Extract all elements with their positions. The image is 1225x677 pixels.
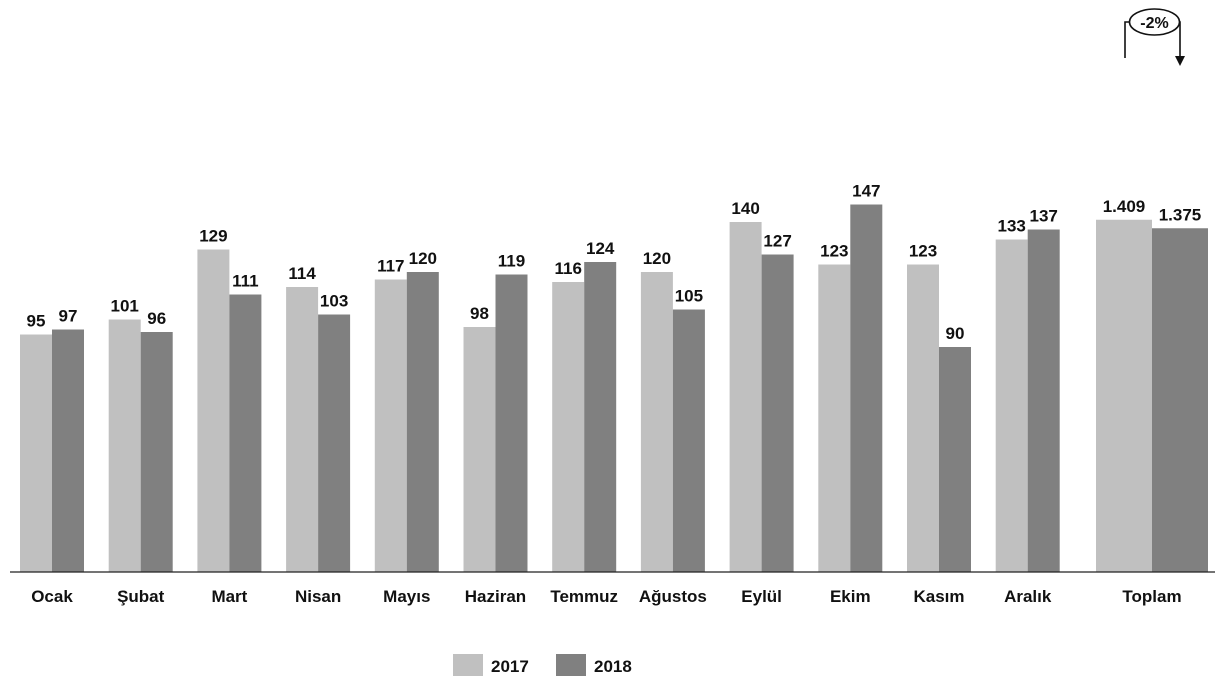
bar-2017-Mayıs	[374, 279, 407, 572]
bar-total-2018	[1152, 228, 1208, 572]
bar-2018-Nisan	[318, 314, 351, 572]
category-label-Haziran: Haziran	[465, 587, 526, 606]
data-label-2017-Kasım: 123	[909, 242, 937, 261]
legend-label-2018: 2018	[594, 657, 632, 676]
category-label-Ocak: Ocak	[31, 587, 73, 606]
category-label-Ekim: Ekim	[830, 587, 871, 606]
bar-2018-Haziran	[495, 274, 528, 572]
category-label-Eylül: Eylül	[741, 587, 782, 606]
bar-2017-Aralık	[995, 239, 1028, 572]
category-label-Kasım: Kasım	[913, 587, 964, 606]
change-label: -2%	[1140, 15, 1168, 32]
bar-2018-Aralık	[1027, 229, 1060, 572]
bar-2018-Mayıs	[406, 272, 439, 572]
bar-2017-Ocak	[20, 334, 52, 572]
data-label-2018-Mayıs: 120	[409, 249, 437, 268]
legend-label-2017: 2017	[491, 657, 529, 676]
bar-2018-Ağustos	[672, 309, 705, 572]
bar-2017-Eylül	[729, 222, 762, 572]
bar-2017-Temmuz	[552, 282, 585, 572]
data-label-2017-Mayıs: 117	[377, 257, 404, 276]
bar-2018-Eylül	[761, 254, 794, 572]
data-label-2017-Nisan: 114	[288, 264, 316, 283]
bar-2017-Mart	[197, 249, 230, 572]
legend-swatch-2017	[453, 654, 483, 676]
bar-2017-Ekim	[818, 264, 851, 572]
data-label-2018-Temmuz: 124	[586, 239, 615, 258]
bar-2017-Haziran	[463, 327, 496, 572]
bar-2018-Temmuz	[584, 262, 617, 572]
data-label-2018-Ekim: 147	[852, 182, 880, 201]
bar-2018-Ekim	[850, 204, 883, 572]
data-label-2017-Eylül: 140	[731, 199, 759, 218]
data-label-2018-Ağustos: 105	[675, 287, 703, 306]
change-annotation: -2%	[1124, 8, 1185, 66]
data-label-2017-Şubat: 101	[111, 297, 139, 316]
total-group	[1096, 219, 1208, 572]
category-label-total: Toplam	[1122, 587, 1181, 606]
bar-2017-Şubat	[108, 319, 141, 572]
bar-2018-Şubat	[140, 332, 173, 572]
data-label-2017-Temmuz: 116	[554, 259, 581, 278]
change-badge	[1128, 8, 1181, 36]
data-label-2017-Haziran: 98	[470, 304, 489, 323]
data-label-total-2017: 1.409	[1103, 197, 1146, 216]
bar-2017-Nisan	[286, 287, 319, 572]
change-arrow-icon	[1175, 56, 1185, 66]
data-label-2017-Mart: 129	[199, 227, 227, 246]
bar-2018-Mart	[229, 294, 262, 572]
legend: 2017 2018	[453, 654, 632, 676]
category-label-Mayıs: Mayıs	[383, 587, 430, 606]
data-label-2017-Ağustos: 120	[643, 249, 671, 268]
category-label-Nisan: Nisan	[295, 587, 341, 606]
bar-2017-Kasım	[907, 264, 939, 572]
data-label-total-2018: 1.375	[1159, 205, 1202, 224]
category-label-Şubat: Şubat	[117, 587, 165, 606]
bar-2017-Ağustos	[640, 272, 673, 572]
category-label-Aralık: Aralık	[1004, 587, 1052, 606]
data-label-2018-Kasım: 90	[946, 324, 965, 343]
data-label-2018-Mart: 111	[232, 272, 259, 291]
bars-group	[20, 204, 1060, 572]
category-label-Ağustos: Ağustos	[639, 587, 707, 606]
bar-2018-Kasım	[939, 347, 971, 572]
data-label-2018-Nisan: 103	[320, 292, 348, 311]
legend-swatch-2018	[556, 654, 586, 676]
data-label-2018-Eylül: 127	[763, 232, 791, 251]
data-label-2017-Aralık: 133	[998, 217, 1026, 236]
data-label-2018-Ocak: 97	[59, 307, 78, 326]
data-label-2018-Aralık: 137	[1030, 207, 1058, 226]
data-label-2018-Şubat: 96	[147, 309, 166, 328]
data-label-2017-Ekim: 123	[820, 242, 848, 261]
category-label-Mart: Mart	[211, 587, 247, 606]
bar-total-2017	[1096, 219, 1152, 572]
data-label-2017-Ocak: 95	[27, 312, 46, 331]
bar-2018-Ocak	[52, 329, 84, 572]
data-label-2018-Haziran: 119	[498, 252, 525, 271]
category-label-Temmuz: Temmuz	[550, 587, 618, 606]
